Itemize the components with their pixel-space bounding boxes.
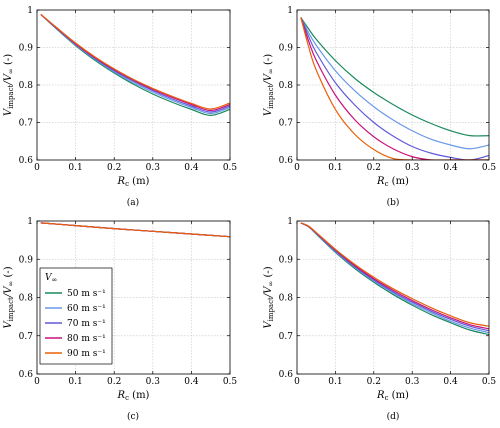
x-tick-label: 0.2 [367, 377, 381, 387]
legend-box [39, 267, 113, 365]
y-tick-label: 0.7 [279, 119, 294, 129]
series-line-50 [40, 14, 230, 116]
x-axis-label: Rc (m) [117, 390, 150, 402]
series-line-90 [40, 14, 230, 110]
y-tick-label: 0.8 [279, 294, 294, 304]
legend-entry-60: 60 m s⁻¹ [67, 304, 106, 314]
y-tick-label: 0.8 [19, 294, 34, 304]
x-tick-label: 0.4 [443, 163, 458, 173]
legend: V∞ 50 m s⁻¹ 60 m s⁻¹ 70 m s⁻¹ 80 m s⁻¹ 90 m s… [39, 267, 113, 365]
x-tick-label: 0.2 [367, 163, 381, 173]
x-tick-label: 0.4 [184, 377, 199, 387]
legend-title: V∞ [45, 273, 57, 284]
x-tick-label: 0 [294, 377, 300, 387]
series-line-80 [300, 17, 489, 160]
x-tick-label: 0 [34, 163, 40, 173]
x-tick-label: 0.1 [328, 377, 342, 387]
y-tick-label: 0.9 [279, 255, 294, 265]
legend-entry-90: 90 m s⁻¹ [67, 349, 106, 359]
y-tick-label: 0.7 [279, 332, 294, 342]
legend-entry-70: 70 m s⁻¹ [67, 319, 106, 329]
y-tick-label: 1 [287, 217, 293, 227]
series-line-90 [300, 17, 489, 160]
y-tick-label: 0.8 [19, 81, 34, 91]
x-tick-label: 0 [294, 163, 300, 173]
series-line-90 [40, 222, 230, 238]
x-tick-label: 0.1 [68, 377, 82, 387]
y-tick-label: 0.6 [19, 156, 34, 166]
series-group [40, 14, 230, 116]
panel-caption: (a) [127, 197, 139, 208]
chart-panel-d: 0 0.1 0.2 0.3 0.4 0.5 0.6 0.7 0.8 0.9 1 Rc (m) Vimpa… [263, 217, 496, 422]
y-tick-label: 0.7 [19, 332, 34, 342]
x-tick-label: 0.3 [405, 163, 420, 173]
chart-panel-c: 0 0.1 0.2 0.3 0.4 0.5 0.6 0.7 0.8 0.9 1 Rc (m) Vimpa… [3, 217, 237, 422]
y-tick-label: 0.6 [19, 370, 34, 380]
panel-caption: (b) [387, 197, 400, 208]
x-axis-label: Rc (m) [376, 390, 409, 402]
series-line-80 [300, 222, 489, 330]
y-tick-label: 0.8 [279, 81, 294, 91]
series-line-70 [300, 222, 489, 332]
x-tick-label: 0.2 [107, 377, 121, 387]
y-tick-label: 0.7 [19, 119, 34, 129]
x-tick-label: 0.2 [107, 163, 121, 173]
x-tick-label: 0.1 [68, 163, 82, 173]
x-axis-label: Rc (m) [376, 176, 409, 188]
x-tick-label: 0.3 [146, 377, 161, 387]
series-line-60 [40, 14, 230, 115]
x-tick-label: 0.5 [482, 163, 497, 173]
y-tick-label: 0.9 [19, 255, 34, 265]
y-axis-label: Vimpact/V∞ (-) [263, 54, 275, 116]
x-tick-label: 0.4 [184, 163, 199, 173]
series-line-60 [300, 17, 489, 150]
series-line-70 [300, 17, 489, 160]
x-tick-label: 0 [34, 377, 40, 387]
x-tick-label: 0.4 [443, 377, 458, 387]
x-tick-label: 0.5 [223, 163, 238, 173]
series-group [300, 17, 489, 160]
x-tick-label: 0.3 [146, 163, 161, 173]
series-line-50 [300, 222, 489, 336]
y-tick-label: 0.6 [279, 370, 294, 380]
series-line-70 [40, 14, 230, 113]
series-group [40, 222, 230, 238]
chart-panel-b: 0 0.1 0.2 0.3 0.4 0.5 0.6 0.7 0.8 0.9 1 Rc (m) Vimpa… [263, 6, 496, 208]
panel-caption: (d) [387, 411, 400, 422]
series-line-60 [300, 222, 489, 334]
y-tick-label: 0.6 [279, 156, 294, 166]
y-tick-label: 1 [27, 217, 33, 227]
series-line-80 [40, 14, 230, 112]
x-tick-label: 0.3 [405, 377, 420, 387]
x-tick-label: 0.5 [482, 377, 497, 387]
chart-panel-a: 0 0.1 0.2 0.3 0.4 0.5 0.6 0.7 0.8 0.9 1 Rc (m) Vimpa… [3, 6, 237, 208]
y-axis-label: Vimpact/V∞ (-) [3, 266, 15, 328]
x-tick-label: 0.5 [223, 377, 238, 387]
panel-caption: (c) [127, 411, 139, 422]
series-line-50 [300, 17, 489, 137]
y-tick-label: 0.9 [19, 44, 34, 54]
legend-entry-80: 80 m s⁻¹ [67, 334, 106, 344]
x-axis-label: Rc (m) [117, 176, 150, 188]
y-tick-label: 0.9 [279, 44, 294, 54]
x-tick-label: 0.1 [328, 163, 342, 173]
y-tick-label: 1 [287, 6, 293, 16]
y-axis-label: Vimpact/V∞ (-) [263, 266, 275, 328]
series-group [300, 222, 489, 336]
legend-entry-50: 50 m s⁻¹ [67, 289, 106, 299]
y-axis-label: Vimpact/V∞ (-) [3, 54, 15, 116]
y-tick-label: 1 [27, 6, 33, 16]
series-line-90 [300, 222, 489, 327]
